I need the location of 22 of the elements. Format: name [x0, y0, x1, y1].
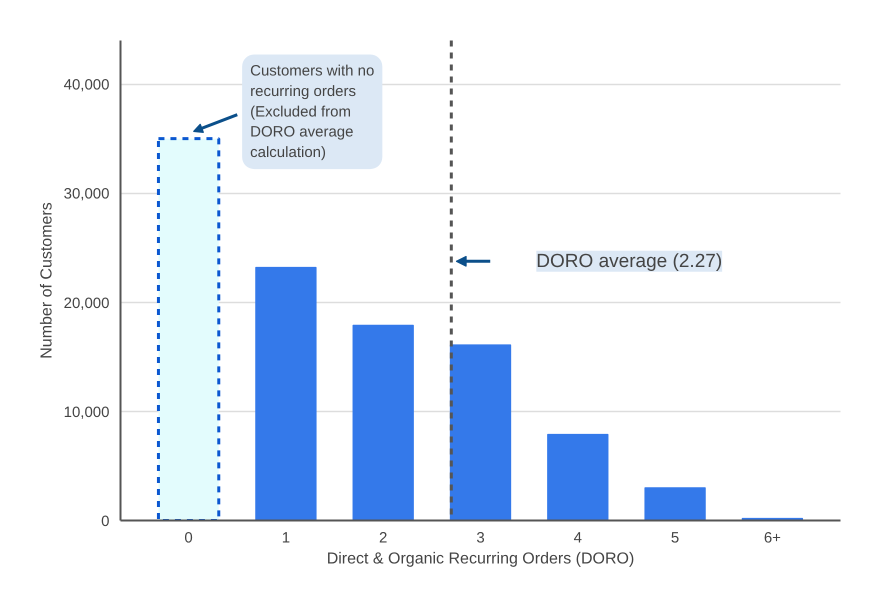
y-axis-title: Number of Customers: [38, 202, 56, 359]
x-tick-label: 6+: [764, 530, 782, 546]
bar: [644, 487, 706, 520]
ref-line-label: DORO average (2.27): [536, 250, 722, 272]
bar: [450, 344, 512, 520]
x-tick-label: 1: [282, 530, 290, 546]
x-tick-label: 3: [476, 530, 485, 546]
bar: [352, 324, 414, 520]
y-tick-label: 10,000: [64, 404, 110, 421]
x-tick-label: 2: [379, 530, 388, 546]
x-tick-label: 0: [184, 530, 193, 546]
y-tick-label: 40,000: [64, 76, 110, 94]
bar: [547, 434, 608, 520]
y-tick-label: 0: [101, 513, 110, 530]
y-tick-label: 30,000: [64, 186, 110, 203]
annotation: Customers with no recurring orders (Excluded from DORO average calculation): [250, 62, 374, 162]
x-axis-title: Direct & Organic Recurring Orders (DORO): [326, 550, 634, 568]
x-tick-label: 5: [670, 530, 680, 546]
x-tick-label: 4: [574, 530, 582, 546]
bar: [255, 266, 317, 520]
y-tick-label: 20,000: [64, 294, 110, 312]
bar: [156, 137, 220, 520]
